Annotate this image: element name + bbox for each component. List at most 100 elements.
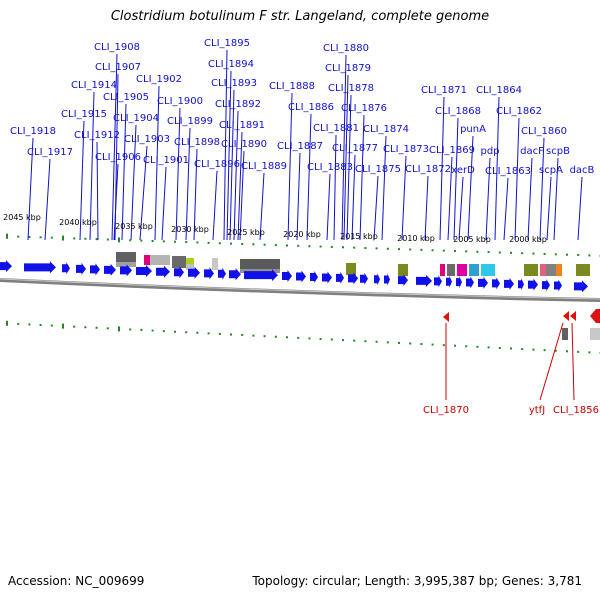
forward-gene-arrow[interactable]	[504, 277, 514, 290]
gene-label[interactable]: CLI_1912	[74, 130, 120, 141]
reverse-gene-arrow[interactable]	[443, 312, 449, 322]
gene-label[interactable]: CLI_1879	[325, 63, 371, 74]
gene-label[interactable]: CLI_1900	[157, 96, 203, 107]
gene-label[interactable]: pdp	[480, 146, 499, 157]
gene-label[interactable]: CLI_1888	[269, 81, 315, 92]
gene-label[interactable]: CLI_1905	[103, 92, 149, 103]
gene-label[interactable]: CLI_1862	[496, 106, 542, 117]
forward-gene-arrow[interactable]	[384, 273, 390, 286]
forward-gene-arrow[interactable]	[282, 270, 292, 283]
forward-gene-arrow[interactable]	[348, 272, 358, 285]
gene-label[interactable]: CLI_1873	[383, 144, 429, 155]
gene-label[interactable]: CLI_1889	[241, 161, 287, 172]
gene-label[interactable]: CLI_1902	[136, 74, 182, 85]
reverse-gene-arrow[interactable]	[590, 309, 600, 323]
gene-label[interactable]: CLI_1891	[219, 120, 265, 131]
forward-gene-arrow[interactable]	[296, 270, 306, 283]
gene-label[interactable]: CLI_1874	[363, 124, 409, 135]
gene-label[interactable]: CLI_1887	[277, 141, 323, 152]
forward-gene-arrow[interactable]	[574, 280, 588, 293]
forward-gene-arrow[interactable]	[416, 274, 432, 287]
gene-label[interactable]: xerD	[451, 165, 475, 176]
gene-label[interactable]: CLI_1875	[355, 164, 401, 175]
gene-label[interactable]: ytfJ	[529, 405, 545, 416]
gene-label[interactable]: CLI_1863	[485, 166, 531, 177]
forward-gene-arrow[interactable]	[62, 262, 70, 275]
gene-label[interactable]: CLI_1868	[435, 106, 481, 117]
forward-gene-arrow[interactable]	[374, 273, 380, 286]
forward-gene-arrow[interactable]	[478, 276, 488, 289]
forward-gene-arrow[interactable]	[229, 268, 241, 281]
forward-gene-arrow[interactable]	[528, 278, 538, 291]
forward-gene-arrow[interactable]	[24, 261, 56, 274]
gene-label[interactable]: scpA	[539, 165, 563, 176]
gene-label[interactable]: CLI_1898	[174, 137, 220, 148]
reverse-gene-arrow[interactable]	[563, 311, 569, 321]
gene-label[interactable]: CLI_1915	[61, 109, 107, 120]
gene-label[interactable]: CLI_1869	[429, 145, 475, 156]
forward-gene-arrow[interactable]	[322, 271, 332, 284]
forward-gene-arrow[interactable]	[466, 276, 474, 289]
forward-gene-arrow[interactable]	[434, 275, 442, 288]
gene-label[interactable]: dacF	[520, 146, 544, 157]
forward-gene-arrow[interactable]	[0, 260, 12, 273]
gene-label[interactable]: CLI_1918	[10, 126, 56, 137]
forward-gene-arrow[interactable]	[244, 269, 278, 282]
gene-label[interactable]: CLI_1890	[221, 139, 267, 150]
forward-gene-arrow[interactable]	[554, 279, 562, 292]
forward-gene-arrow[interactable]	[446, 275, 452, 288]
forward-gene-arrow[interactable]	[104, 263, 116, 276]
gene-label[interactable]: CLI_1904	[113, 113, 159, 124]
gene-label[interactable]: CLI_1881	[313, 123, 359, 134]
gene-label[interactable]: CLI_1860	[521, 126, 567, 137]
forward-gene-arrow[interactable]	[76, 262, 86, 275]
forward-gene-arrow[interactable]	[90, 263, 100, 276]
forward-gene-arrow[interactable]	[218, 267, 226, 280]
forward-gene-arrow[interactable]	[456, 276, 462, 289]
forward-gene-arrow[interactable]	[188, 266, 200, 279]
inner-tick-mark	[554, 349, 557, 352]
label-leader-line	[467, 135, 474, 241]
gene-label[interactable]: CLI_1896	[194, 159, 240, 170]
forward-gene-arrow[interactable]	[174, 266, 184, 279]
gene-label[interactable]: CLI_1883	[307, 162, 353, 173]
forward-gene-arrow[interactable]	[136, 265, 152, 278]
gene-label[interactable]: punA	[460, 124, 486, 135]
gene-label[interactable]: CLI_1903	[124, 134, 170, 145]
reverse-gene-arrow[interactable]	[570, 311, 576, 321]
forward-gene-arrow[interactable]	[310, 270, 318, 283]
gene-label[interactable]: CLI_1893	[211, 78, 257, 89]
gene-label[interactable]: CLI_1886	[288, 102, 334, 113]
gene-label[interactable]: CLI_1864	[476, 85, 522, 96]
gene-label[interactable]: CLI_1880	[323, 43, 369, 54]
gene-label[interactable]: CLI_1894	[208, 59, 254, 70]
forward-gene-arrow[interactable]	[360, 272, 368, 285]
gene-label[interactable]: CLI_1877	[332, 143, 378, 154]
gene-label[interactable]: CLI_1856	[553, 405, 599, 416]
gene-label[interactable]: CLI_1906	[95, 152, 141, 163]
forward-gene-arrow[interactable]	[398, 274, 408, 287]
forward-gene-arrow[interactable]	[518, 278, 524, 291]
forward-gene-arrow[interactable]	[492, 277, 500, 290]
gene-label[interactable]: CLI_1908	[94, 42, 140, 53]
gene-label[interactable]: CLI_1871	[421, 85, 467, 96]
forward-gene-arrow[interactable]	[542, 279, 550, 292]
gene-label[interactable]: CLI_1892	[215, 99, 261, 110]
forward-gene-arrow[interactable]	[336, 271, 344, 284]
gene-label[interactable]: CLI_1917	[27, 147, 73, 158]
gene-label[interactable]: CLI_1895	[204, 38, 250, 49]
gene-label[interactable]: CLI_1914	[71, 80, 117, 91]
gene-label[interactable]: CLI_1878	[328, 83, 374, 94]
forward-gene-arrow[interactable]	[156, 265, 170, 278]
gene-label[interactable]: CLI_1907	[95, 62, 141, 73]
gene-label[interactable]: dacB	[570, 165, 595, 176]
gene-label[interactable]: CLI_1876	[341, 103, 387, 114]
gene-label[interactable]: CLI_1901	[143, 155, 189, 166]
forward-gene-arrow[interactable]	[120, 264, 132, 277]
gene-label[interactable]: CLI_1870	[423, 405, 469, 416]
gene-label[interactable]: scpB	[546, 146, 570, 157]
forward-gene-arrow[interactable]	[204, 267, 214, 280]
gene-label[interactable]: CLI_1899	[167, 116, 213, 127]
gene-label[interactable]: CLI_1872	[405, 164, 451, 175]
inner-tick-mark	[487, 346, 490, 349]
